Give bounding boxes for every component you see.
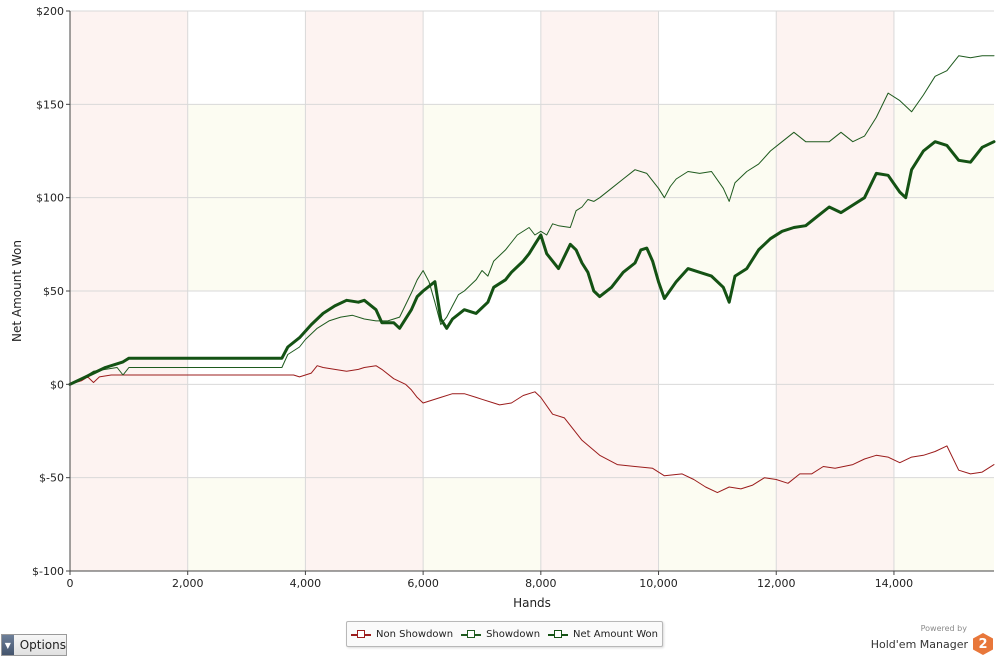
- legend-swatch-showdown: [461, 629, 482, 639]
- x-tick-label: 2,000: [172, 577, 204, 590]
- legend-item-net-amount-won[interactable]: Net Amount Won: [548, 629, 658, 640]
- x-tick-label: 12,000: [757, 577, 796, 590]
- y-tick-label: $-100: [32, 565, 64, 578]
- dropdown-arrow-icon: ▼: [2, 635, 14, 655]
- powered-by-text: Powered by: [920, 624, 967, 633]
- series-line-non-showdown: [69, 365, 995, 494]
- y-tick-label: $-50: [39, 472, 64, 485]
- x-tick-label: 8,000: [525, 577, 557, 590]
- holdem-manager-logo-icon: 2: [973, 633, 993, 655]
- x-tick-label: 10,000: [639, 577, 678, 590]
- band-cream: [658, 477, 777, 571]
- legend-label: Non Showdown: [375, 628, 454, 640]
- y-tick-label: $150: [36, 98, 64, 111]
- series-line-showdown: [69, 55, 995, 385]
- series-line-net-amount-won: [68, 140, 996, 386]
- x-tick-label: 4,000: [290, 577, 322, 590]
- legend-label: Showdown: [486, 628, 541, 640]
- y-tick-label: $50: [43, 285, 64, 298]
- brand-name: Hold'em Manager: [870, 637, 968, 651]
- y-tick-label: $100: [36, 192, 64, 205]
- legend-item-non-showdown[interactable]: Non Showdown: [350, 628, 454, 640]
- series-layer: [68, 55, 996, 494]
- y-axis-title: Net Amount Won: [10, 240, 24, 342]
- legend-label: Net Amount Won: [573, 628, 658, 640]
- x-tick-label: 6,000: [407, 577, 439, 590]
- options-label: Options: [19, 638, 66, 652]
- y-tick-label: $0: [50, 378, 64, 391]
- legend-swatch-non-showdown: [350, 629, 371, 639]
- x-tick-label: 14,000: [875, 577, 914, 590]
- legend-item-showdown[interactable]: Showdown: [461, 629, 540, 640]
- y-tick-label: $200: [36, 5, 64, 18]
- legend: Non Showdown Showdown Net Amount Won: [346, 621, 663, 647]
- tick-labels: 0 2,000 4,000 6,000 8,000 10,000 12,000 14,000 $…: [32, 5, 913, 590]
- x-tick-label: 0: [67, 577, 74, 590]
- axes: [66, 10, 994, 575]
- options-button[interactable]: ▼ Options: [1, 634, 67, 656]
- band-cream: [893, 477, 994, 571]
- legend-swatch-net-amount-won: [548, 629, 569, 639]
- x-axis-title: Hands: [513, 596, 551, 610]
- branding: Powered by Hold'em Manager 2: [871, 624, 993, 655]
- band-cream: [187, 477, 306, 571]
- band-cream: [423, 477, 541, 571]
